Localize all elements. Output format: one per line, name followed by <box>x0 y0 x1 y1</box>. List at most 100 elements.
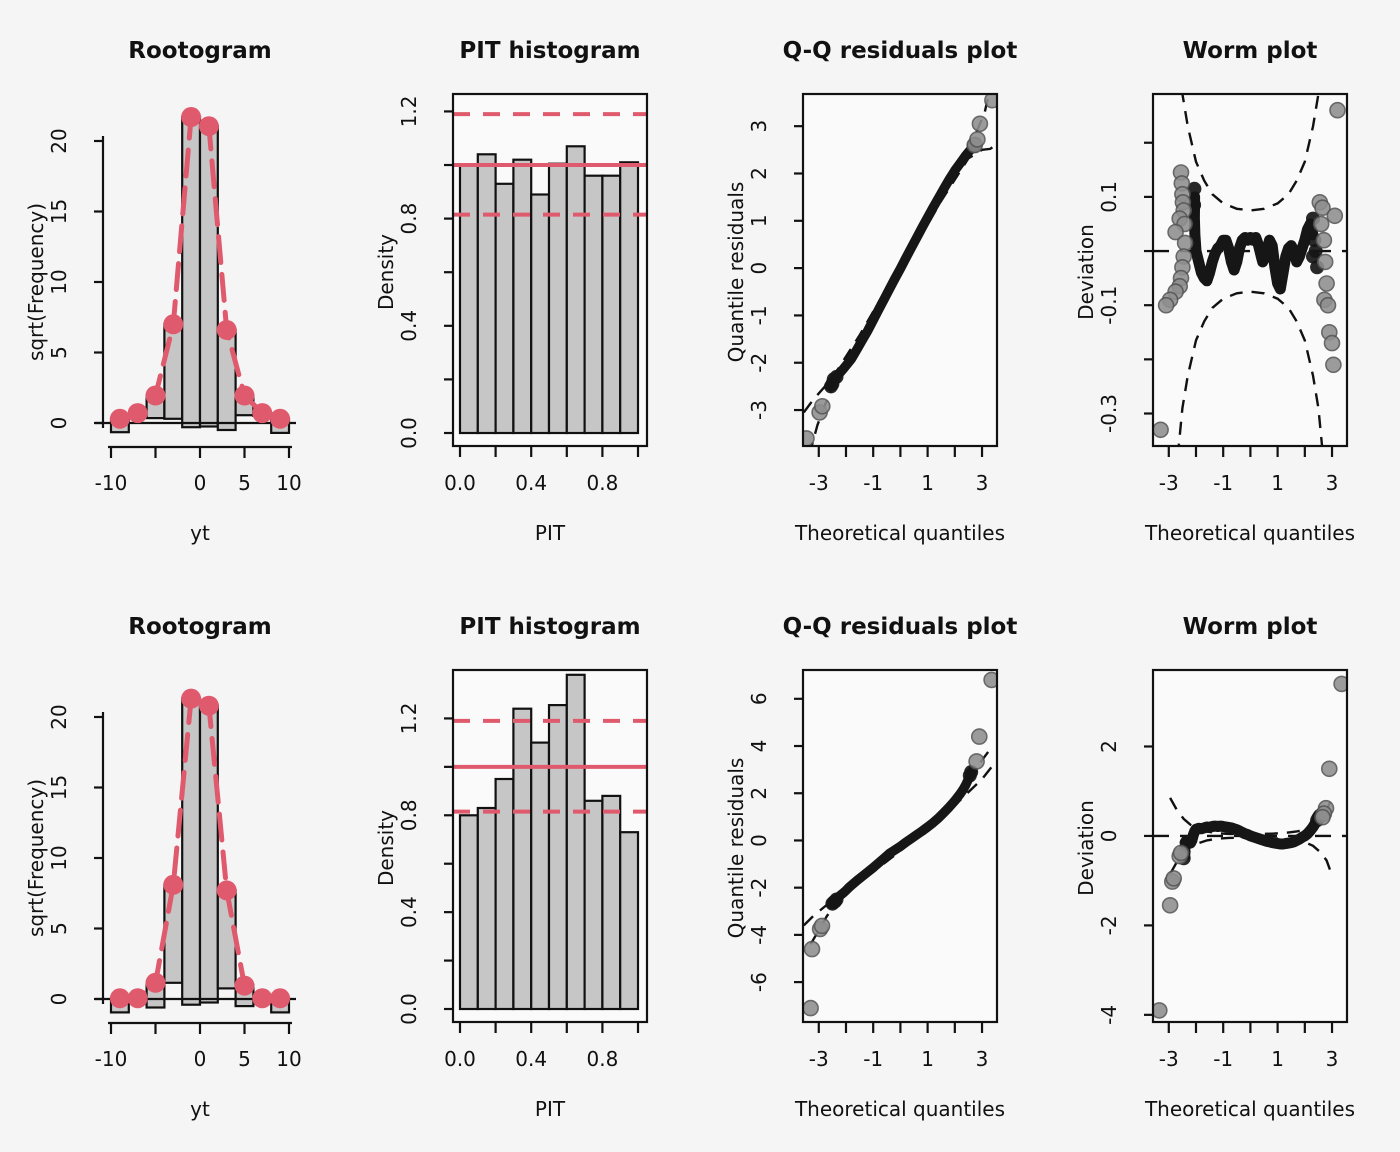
panel-rootogram-row2: 0 5 10 15 20 -10 0 5 10 Rootogram sqrt(Frequency… <box>0 576 350 1152</box>
svg-text:-3: -3 <box>809 1047 829 1071</box>
panel-qq-residuals-row1: -3 -1 1 3 -3 -2 -1 0 1 2 3 Q-Q residuals plot Quan… <box>700 0 1050 576</box>
svg-text:6: 6 <box>747 692 771 705</box>
x-axis-label: PIT <box>534 1097 566 1121</box>
y-axis-label: sqrt(Frequency) <box>24 778 48 938</box>
pit-histogram-canvas: 0.0 0.4 0.8 0.0 0.4 0.8 1.2 <box>397 92 649 495</box>
svg-text:0: 0 <box>194 1047 207 1071</box>
panel-title: Worm plot <box>1182 38 1318 64</box>
qq-plot-canvas: -3 -1 1 3 -6 -4 -2 0 2 4 6 <box>747 668 999 1071</box>
svg-text:-2: -2 <box>747 353 771 373</box>
x-axis-label: Theoretical quantiles <box>1144 521 1356 545</box>
panel-title: Q-Q residuals plot <box>782 614 1018 640</box>
svg-text:1: 1 <box>921 471 934 495</box>
svg-text:1: 1 <box>1271 471 1284 495</box>
svg-text:0.1: 0.1 <box>1097 181 1121 213</box>
y-axis-label: Quantile residuals <box>724 757 748 939</box>
svg-text:0.4: 0.4 <box>515 1047 547 1071</box>
svg-text:-4: -4 <box>1097 1005 1121 1025</box>
svg-text:2: 2 <box>747 167 771 180</box>
svg-text:-3: -3 <box>1159 471 1179 495</box>
svg-text:-2: -2 <box>1097 915 1121 935</box>
svg-text:-0.3: -0.3 <box>1097 394 1121 433</box>
svg-text:20: 20 <box>47 704 71 729</box>
y-axis-label: Density <box>374 809 398 887</box>
svg-text:0: 0 <box>47 417 71 430</box>
svg-text:0.4: 0.4 <box>397 896 421 928</box>
svg-text:10: 10 <box>276 1047 301 1071</box>
panel-worm-plot-row1: -3 -1 1 3 -0.3 -0.1 0.1 Worm plot Deviation Th… <box>1050 0 1400 576</box>
svg-text:-3: -3 <box>1159 1047 1179 1071</box>
svg-text:2: 2 <box>747 787 771 800</box>
svg-text:0: 0 <box>747 262 771 275</box>
svg-text:15: 15 <box>47 199 71 224</box>
x-axis-label: Theoretical quantiles <box>794 1097 1006 1121</box>
panel-rootogram-row1: 0 5 10 15 20 -10 0 5 10 Rootogram sqrt(Frequency… <box>0 0 350 576</box>
x-axis-label: PIT <box>534 521 566 545</box>
y-axis-label: Deviation <box>1074 224 1098 320</box>
svg-text:0.8: 0.8 <box>586 1047 618 1071</box>
panel-title: PIT histogram <box>459 614 641 640</box>
svg-text:3: 3 <box>976 1047 989 1071</box>
svg-text:0.8: 0.8 <box>586 471 618 495</box>
x-axis-label: yt <box>190 521 210 545</box>
svg-text:0.4: 0.4 <box>397 310 421 342</box>
x-axis-label: Theoretical quantiles <box>1144 1097 1356 1121</box>
panel-title: Rootogram <box>128 614 272 640</box>
svg-text:-3: -3 <box>809 471 829 495</box>
rootogram-plot-canvas: 0 5 10 15 20 -10 0 5 10 <box>47 688 302 1071</box>
svg-text:-1: -1 <box>1213 471 1233 495</box>
svg-text:0: 0 <box>747 834 771 847</box>
panel-title: PIT histogram <box>459 38 641 64</box>
svg-text:-6: -6 <box>747 972 771 992</box>
panel-pit-histogram-row2: 0.0 0.4 0.8 0.0 0.4 0.8 1.2 PIT histogram Dens… <box>350 576 700 1152</box>
worm-plot-canvas: -3 -1 1 3 -4 -2 0 2 <box>1097 668 1349 1071</box>
svg-text:10: 10 <box>276 471 301 495</box>
svg-text:-1: -1 <box>747 305 771 325</box>
svg-text:10: 10 <box>47 845 71 870</box>
svg-text:0.0: 0.0 <box>444 471 476 495</box>
panel-pit-histogram-row1: 0.0 0.4 0.8 0.0 0.4 0.8 1.2 PIT histogram Dens… <box>350 0 700 576</box>
svg-text:1: 1 <box>1271 1047 1284 1071</box>
qq-plot-canvas: -3 -1 1 3 -3 -2 -1 0 1 2 3 <box>747 92 999 495</box>
svg-text:3: 3 <box>1326 471 1339 495</box>
svg-text:5: 5 <box>238 1047 251 1071</box>
y-axis-label: Density <box>374 233 398 311</box>
svg-text:-0.1: -0.1 <box>1097 286 1121 325</box>
svg-text:-1: -1 <box>863 471 883 495</box>
worm-plot-canvas: -3 -1 1 3 -0.3 -0.1 0.1 <box>1097 92 1349 495</box>
svg-text:0.0: 0.0 <box>444 1047 476 1071</box>
svg-text:-1: -1 <box>863 1047 883 1071</box>
pit-histogram-canvas: 0.0 0.4 0.8 0.0 0.4 0.8 1.2 <box>397 668 649 1071</box>
y-axis-label: sqrt(Frequency) <box>24 202 48 362</box>
svg-text:0.0: 0.0 <box>397 417 421 449</box>
svg-text:5: 5 <box>47 346 71 359</box>
svg-text:-1: -1 <box>1213 1047 1233 1071</box>
svg-text:0.8: 0.8 <box>397 799 421 831</box>
rootogram-plot-canvas: 0 5 10 15 20 -10 0 5 10 <box>47 107 302 495</box>
svg-text:4: 4 <box>747 740 771 753</box>
svg-text:2: 2 <box>1097 740 1121 753</box>
svg-text:-4: -4 <box>747 925 771 945</box>
svg-text:0.8: 0.8 <box>397 203 421 235</box>
svg-text:3: 3 <box>976 471 989 495</box>
svg-text:1.2: 1.2 <box>397 703 421 735</box>
svg-text:1.2: 1.2 <box>397 96 421 128</box>
svg-text:1: 1 <box>747 214 771 227</box>
svg-text:5: 5 <box>238 471 251 495</box>
svg-text:3: 3 <box>747 120 771 133</box>
svg-text:0.4: 0.4 <box>515 471 547 495</box>
svg-text:3: 3 <box>1326 1047 1339 1071</box>
svg-text:0: 0 <box>47 993 71 1006</box>
panel-title: Rootogram <box>128 38 272 64</box>
svg-text:5: 5 <box>47 922 71 935</box>
panel-title: Worm plot <box>1182 614 1318 640</box>
panel-title: Q-Q residuals plot <box>782 38 1018 64</box>
svg-text:0: 0 <box>1097 830 1121 843</box>
svg-text:20: 20 <box>47 128 71 153</box>
svg-text:-2: -2 <box>747 878 771 898</box>
panel-qq-residuals-row2: -3 -1 1 3 -6 -4 -2 0 2 4 6 Q-Q residuals plot Quan… <box>700 576 1050 1152</box>
x-axis-label: yt <box>190 1097 210 1121</box>
y-axis-label: Quantile residuals <box>724 181 748 363</box>
svg-text:0: 0 <box>194 471 207 495</box>
